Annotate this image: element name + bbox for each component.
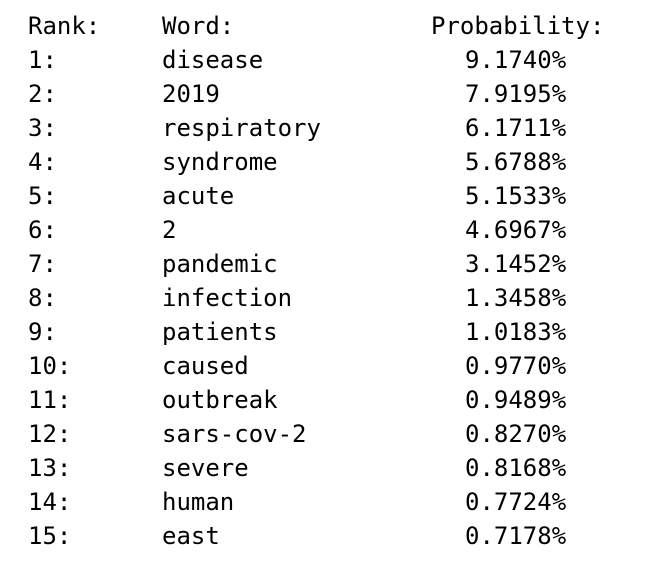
table-row: 9: patients 1.0183% [28,315,631,349]
table-row: 8: infection 1.3458% [28,281,631,315]
table-row: 14: human 0.7724% [28,485,631,519]
rank-cell: 15: [28,522,72,550]
rank-cell: 5: [28,182,57,210]
rank-cell: 4: [28,148,57,176]
rank-cell: 11: [28,386,72,414]
probability-cell: 1.0183% [465,318,567,346]
word-cell: disease [162,46,264,74]
rank-cell: 8: [28,284,57,312]
probability-cell: 4.6967% [465,216,567,244]
table-row: 12: sars-cov-2 0.8270% [28,417,631,451]
rank-cell: 10: [28,352,72,380]
rank-cell: 12: [28,420,72,448]
rank-cell: 3: [28,114,57,142]
probability-cell: 9.1740% [465,46,567,74]
rank-cell: 9: [28,318,57,346]
word-cell: east [162,522,220,550]
table-row: 5: acute 5.1533% [28,179,631,213]
probability-cell: 5.1533% [465,182,567,210]
table-row: 6: 2 4.6967% [28,213,631,247]
probability-header: Probability: [431,12,605,40]
table-row: 15: east 0.7178% [28,519,631,553]
word-probability-table: Rank: Word: Probability: 1: disease 9.17… [28,9,631,553]
probability-cell: 0.9770% [465,352,567,380]
rank-cell: 1: [28,46,57,74]
word-cell: infection [162,284,293,312]
word-header: Word: [162,12,235,40]
probability-cell: 5.6788% [465,148,567,176]
word-cell: outbreak [162,386,278,414]
table-row: 7: pandemic 3.1452% [28,247,631,281]
rank-cell: 13: [28,454,72,482]
table-header: Rank: Word: Probability: [28,9,631,43]
word-cell: caused [162,352,249,380]
word-cell: sars-cov-2 [162,420,307,448]
table-row: 4: syndrome 5.6788% [28,145,631,179]
rank-cell: 14: [28,488,72,516]
rank-cell: 7: [28,250,57,278]
probability-cell: 0.9489% [465,386,567,414]
word-cell: severe [162,454,249,482]
probability-cell: 0.8168% [465,454,567,482]
word-cell: patients [162,318,278,346]
word-cell: 2019 [162,80,220,108]
probability-cell: 0.8270% [465,420,567,448]
table-row: 13: severe 0.8168% [28,451,631,485]
probability-cell: 0.7178% [465,522,567,550]
table-row: 2: 2019 7.9195% [28,77,631,111]
rank-cell: 6: [28,216,57,244]
probability-cell: 3.1452% [465,250,567,278]
rank-cell: 2: [28,80,57,108]
probability-cell: 0.7724% [465,488,567,516]
word-cell: pandemic [162,250,278,278]
rank-header: Rank: [28,12,101,40]
probability-cell: 6.1711% [465,114,567,142]
word-cell: human [162,488,235,516]
word-cell: 2 [162,216,177,244]
word-cell: acute [162,182,235,210]
probability-cell: 7.9195% [465,80,567,108]
table-row: 1: disease 9.1740% [28,43,631,77]
table-row: 10: caused 0.9770% [28,349,631,383]
probability-cell: 1.3458% [465,284,567,312]
table-row: 11: outbreak 0.9489% [28,383,631,417]
word-cell: respiratory [162,114,321,142]
table-row: 3: respiratory 6.1711% [28,111,631,145]
word-cell: syndrome [162,148,278,176]
